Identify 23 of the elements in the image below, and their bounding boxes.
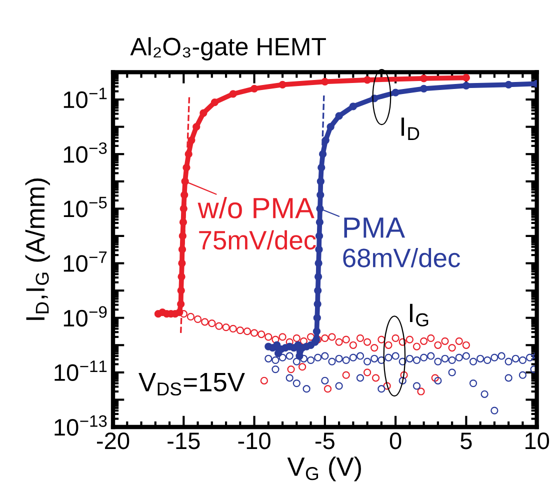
y-tick-label: 10$^{−9}$ (64, 306, 107, 327)
annotation: PMA (344, 218, 406, 238)
annotation: 68mV/dec (343, 248, 460, 268)
annotation: V$_{DS}$=15V (138, 373, 245, 396)
x-tick-label: -10 (238, 432, 270, 450)
annotation: w/o PMA (198, 196, 314, 218)
annotation: I$_{G}$ (410, 304, 428, 326)
x-axis-title: V$_{G}$ (V) (287, 456, 361, 482)
y-tick-label: 10$^{−3}$ (64, 142, 107, 163)
chart-title: Al₂O₃-gate HEMT (130, 37, 326, 60)
x-tick-label: -15 (168, 432, 200, 450)
annotation: I$_{D}$ (402, 118, 420, 140)
y-tick-label: 10$^{−5}$ (64, 196, 107, 218)
y-tick-label: 10$^{−7}$ (64, 252, 107, 272)
y-axis-title: I$_{D}$,I$_{G}$ (A/mm) (25, 178, 50, 320)
y-tick-label: 10$^{−1}$ (64, 88, 107, 108)
annotation: 75mV/dec (199, 230, 316, 250)
x-tick-label: 10 (525, 432, 550, 450)
x-tick-label: -20 (97, 432, 130, 450)
x-tick-label: 5 (460, 432, 472, 450)
x-tick-label: 0 (390, 432, 402, 450)
x-tick-label: -5 (315, 432, 334, 450)
y-tick-label: 10$^{−11}$ (54, 360, 107, 382)
